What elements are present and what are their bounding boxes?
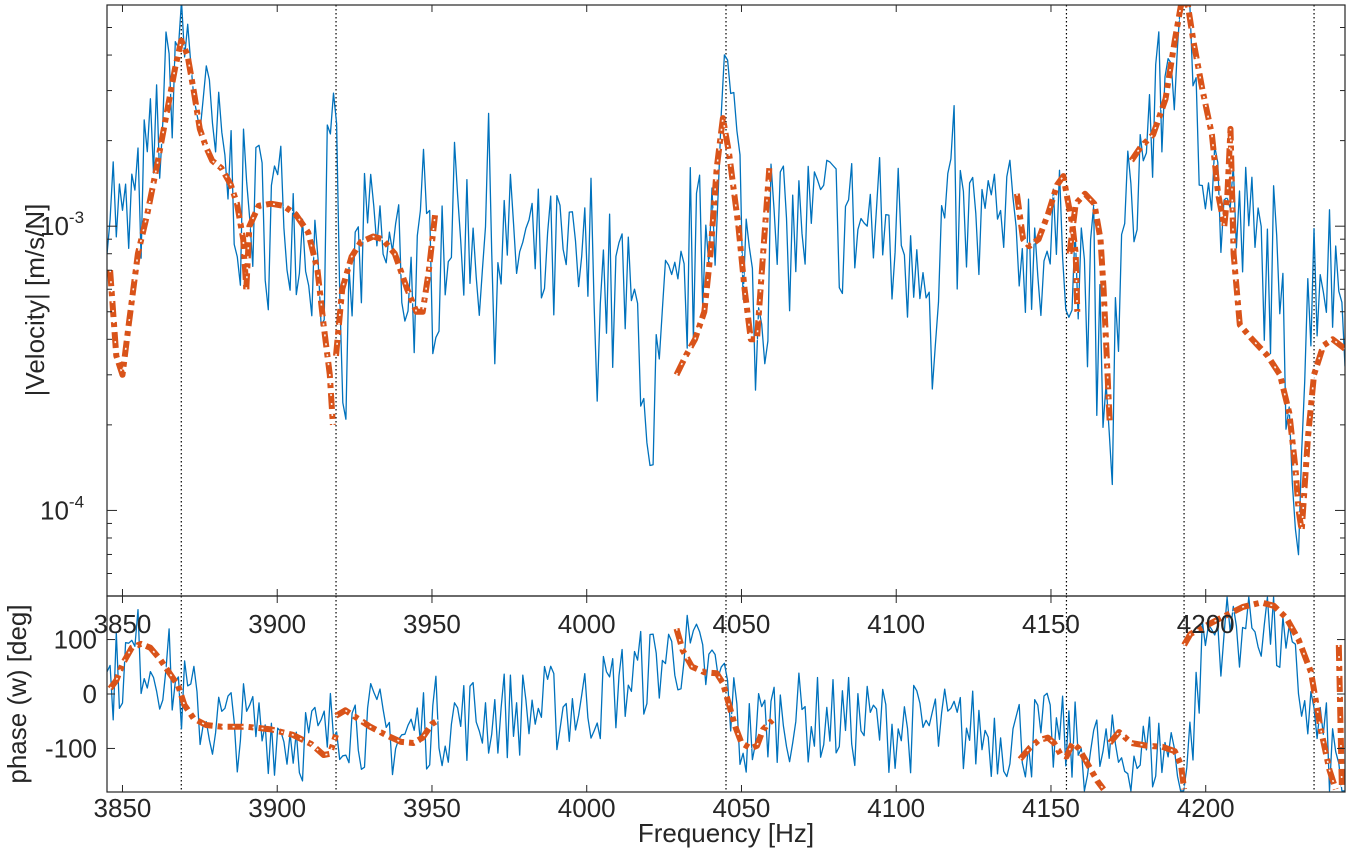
fit-segment <box>1181 599 1339 791</box>
x-tick-label: 3850 <box>94 609 152 639</box>
fit-segment <box>1107 729 1188 790</box>
y-tick-label: -100 <box>45 733 97 763</box>
mode-lines <box>180 596 1315 792</box>
y-tick-label: 10-3 <box>40 208 84 241</box>
x-tick-label: 4100 <box>867 793 925 823</box>
x-axis-label: Frequency [Hz] <box>638 818 814 848</box>
x-tick-label: 4200 <box>1177 793 1235 823</box>
fit-segment <box>673 627 775 752</box>
phase-x-tick-labels: 3850 3900 3950 4000 4050 4100 4150 4200 <box>94 793 1235 823</box>
x-tick-label: 3950 <box>403 609 461 639</box>
fit-segment-highlight <box>1338 644 1343 790</box>
x-tick-label: 3900 <box>248 793 306 823</box>
x-tick-label: 4100 <box>867 609 925 639</box>
measured-trace <box>107 5 1345 556</box>
magnitude-y-tick-labels: 10-4 10-3 <box>40 208 84 525</box>
fit-segment-highlight <box>675 628 773 750</box>
fit-segment <box>243 200 336 426</box>
fit-segment <box>334 707 440 746</box>
magnitude-series <box>107 5 1345 556</box>
measured-trace <box>107 596 1345 792</box>
x-tick-label: 3950 <box>403 793 461 823</box>
phase-y-axis-label: phase (w) [deg] <box>2 604 32 783</box>
phase-axes-box <box>106 595 1346 793</box>
fit-segment-highlight <box>1019 736 1105 790</box>
fit-segment-highlight <box>1016 174 1079 312</box>
x-tick-label: 4200 <box>1177 609 1235 639</box>
magnitude-y-axis-label: |Velocity| [m/s/N] <box>20 204 50 397</box>
phase-series <box>107 596 1345 792</box>
fit-segment <box>107 640 339 758</box>
phase-y-tick-labels: 100 0 -100 <box>45 625 97 764</box>
phase-ticks <box>107 596 1345 792</box>
x-tick-label: 4150 <box>1022 793 1080 823</box>
fit-segment-highlight <box>675 117 771 376</box>
x-tick-label: 3850 <box>94 793 152 823</box>
fit-segment <box>1128 5 1345 534</box>
magnitude-ticks <box>107 4 1345 597</box>
magnitude-plot: 10-4 10-3 |Velocity| [m/s/N] <box>20 4 1346 597</box>
y-tick-label: 0 <box>83 679 97 709</box>
x-tick-label: 4000 <box>558 609 616 639</box>
x-tick-label: 4050 <box>713 609 771 639</box>
fit-segment <box>107 37 250 378</box>
fit-segment-highlight <box>335 214 436 356</box>
x-tick-label: 3900 <box>248 609 306 639</box>
x-tick-label: 4000 <box>558 793 616 823</box>
mode-lines <box>180 5 1315 596</box>
x-tick-label: 4150 <box>1022 609 1080 639</box>
fit-segment <box>1017 734 1106 792</box>
y-tick-label: 100 <box>54 625 97 655</box>
x-tick-label: 4050 <box>713 793 771 823</box>
fit-segment <box>333 214 439 357</box>
phase-plot: 3850 3900 3950 4000 4050 4100 4150 4200 3850 390… <box>2 595 1346 848</box>
magnitude-x-tick-labels: 3850 3900 3950 4000 4050 4100 4150 4200 <box>94 609 1235 639</box>
y-tick-label: 10-4 <box>40 492 84 525</box>
fit-segment-highlight <box>1068 192 1111 425</box>
fit-segment <box>673 115 773 377</box>
